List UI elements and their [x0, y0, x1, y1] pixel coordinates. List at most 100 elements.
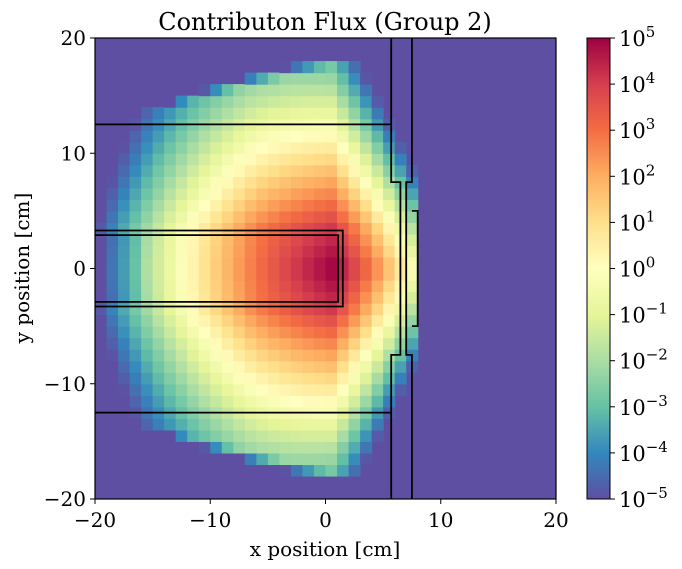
heatmap-cell: [118, 245, 131, 258]
heatmap-cell: [210, 176, 223, 189]
heatmap-cell: [221, 164, 234, 177]
heatmap-cell: [394, 383, 407, 396]
heatmap-cell: [152, 153, 165, 166]
colorbar-tick-label: 10−2: [619, 346, 668, 374]
heatmap-cell: [152, 395, 165, 408]
heatmap-cell: [141, 199, 154, 212]
heatmap-cell: [221, 441, 234, 454]
heatmap-cell: [348, 452, 361, 466]
heatmap-cell: [371, 395, 384, 408]
heatmap-cell: [175, 314, 188, 327]
heatmap-cell: [371, 141, 384, 154]
heatmap-cell: [129, 395, 142, 408]
heatmap-cell: [302, 107, 315, 120]
heatmap-cell: [348, 107, 361, 120]
colorbar: [586, 37, 611, 500]
heatmap-cell: [233, 130, 246, 143]
heatmap-cell: [164, 280, 177, 293]
heatmap-cell: [141, 130, 154, 143]
heatmap-cell: [256, 395, 269, 408]
heatmap-cell: [198, 429, 211, 442]
heatmap-cell: [175, 337, 188, 350]
heatmap-cell: [256, 337, 269, 350]
heatmap-cell: [221, 187, 234, 200]
heatmap-cell: [187, 360, 200, 373]
heatmap-cell: [221, 383, 234, 396]
heatmap-cell: [313, 72, 327, 85]
heatmap-cell: [175, 107, 188, 120]
region-outlines: [95, 38, 419, 499]
heatmap-cell: [164, 233, 177, 247]
heatmap-cell: [290, 337, 304, 350]
heatmap-cell: [360, 337, 373, 350]
heatmap-cell: [371, 130, 384, 143]
heatmap-cell: [302, 95, 315, 108]
heatmap-cell: [313, 245, 327, 258]
heatmap-cell: [360, 245, 373, 258]
heatmap-cell: [337, 199, 350, 212]
heatmap-cell: [267, 95, 280, 108]
heatmap-cell: [164, 107, 177, 120]
heatmap-cell: [348, 61, 361, 74]
heatmap-cell: [221, 268, 234, 281]
heatmap-cell: [360, 84, 373, 97]
heatmap-cell: [279, 280, 292, 293]
heatmap-cell: [210, 233, 223, 247]
heatmap-cell: [210, 441, 223, 454]
heatmap-cell: [129, 337, 142, 350]
heatmap-cell: [267, 72, 280, 85]
heatmap-cell: [290, 291, 304, 304]
colorbar-tick-label: 105: [619, 23, 655, 51]
heatmap-cell: [129, 326, 142, 339]
heatmap-cell: [313, 130, 327, 143]
heatmap-cell: [360, 349, 373, 362]
heatmap-cell: [290, 84, 304, 97]
heatmap-cell: [152, 337, 165, 350]
heatmap-cell: [302, 256, 315, 270]
heatmap-cell: [256, 372, 269, 385]
heatmap-cell: [152, 199, 165, 212]
heatmap-cell: [175, 383, 188, 396]
heatmap-cell: [348, 187, 361, 200]
heatmap-cell: [383, 349, 396, 362]
heatmap-cell: [175, 418, 188, 431]
heatmap-cell: [302, 153, 315, 166]
heatmap-cell: [175, 372, 188, 385]
heatmap-cell: [371, 383, 384, 396]
heatmap-cell: [279, 395, 292, 408]
heatmap-cell: [325, 107, 338, 120]
heatmap-cell: [337, 84, 350, 97]
heatmap-cell: [221, 280, 234, 293]
heatmap-cell: [290, 383, 304, 396]
heatmap-cell: [256, 280, 269, 293]
heatmap-cells: [95, 38, 556, 499]
heatmap-cell: [233, 176, 246, 189]
heatmap-cell: [371, 222, 384, 235]
heatmap-cell: [313, 199, 327, 212]
heatmap-cell: [198, 84, 211, 97]
heatmap-cell: [164, 372, 177, 385]
heatmap-cell: [325, 326, 338, 339]
heatmap-cell: [348, 95, 361, 108]
heatmap-cell: [198, 141, 211, 154]
heatmap-cell: [210, 84, 223, 97]
heatmap-cell: [325, 153, 338, 166]
heatmap-cell: [152, 130, 165, 143]
heatmap-cell: [360, 291, 373, 304]
heatmap-cell: [244, 441, 257, 454]
heatmap-cell: [210, 107, 223, 120]
colorbar-tick-label: 10−3: [619, 392, 668, 420]
heatmap-cell: [348, 441, 361, 454]
heatmap-cell: [337, 395, 350, 408]
heatmap-cell: [325, 383, 338, 396]
heatmap-cell: [360, 268, 373, 281]
heatmap-cell: [348, 383, 361, 396]
heatmap-cell: [279, 95, 292, 108]
heatmap-cell: [302, 452, 315, 466]
heatmap-cell: [233, 280, 246, 293]
heatmap-cell: [210, 95, 223, 108]
heatmap-cell: [152, 314, 165, 327]
heatmap-cell: [256, 256, 269, 270]
heatmap-cell: [302, 418, 315, 431]
heatmap-cell: [360, 418, 373, 431]
